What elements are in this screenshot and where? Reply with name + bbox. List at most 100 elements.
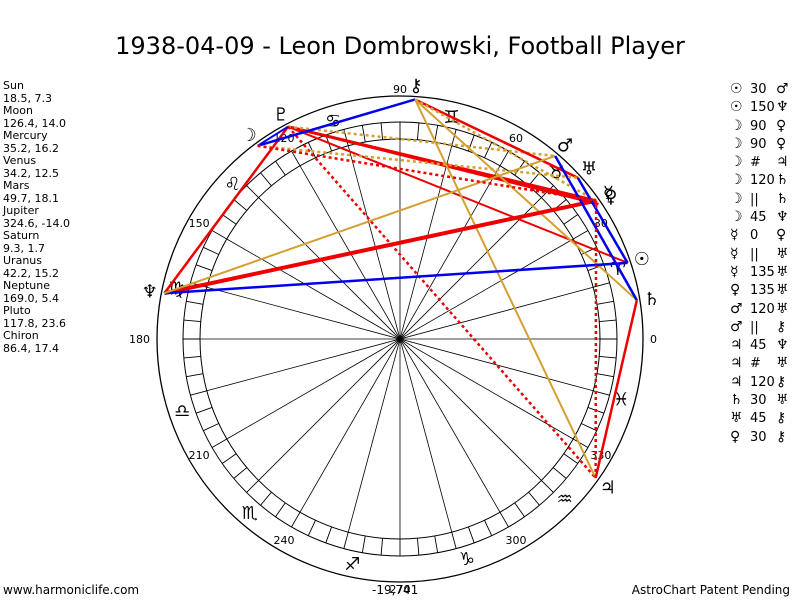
aspect-type: 120 <box>750 374 775 390</box>
aspect-row: ☿ 0 ♀ <box>730 226 789 244</box>
aspect-type: # <box>750 356 761 372</box>
degree-tick <box>361 535 366 553</box>
zodiac-sign-glyph: ♎ <box>174 401 190 422</box>
aspect-row: ♀ 30 ⚷ <box>730 428 789 446</box>
planet-coords: 117.8, 23.6 <box>3 316 66 330</box>
aspect-planet-1: ☿ <box>730 227 739 244</box>
aspect-row: ♅ 45 ⚷ <box>730 409 789 427</box>
planet-name: Mercury <box>3 129 48 142</box>
degree-tick <box>416 122 420 140</box>
planet-coords: 35.2, 16.2 <box>3 141 59 155</box>
aspect-type: || <box>750 319 759 335</box>
degree-tick <box>563 214 579 225</box>
saturn-icon: ♄ <box>644 289 660 310</box>
planet-coords: 18.5, 7.3 <box>3 91 52 105</box>
aspect-planet-1: ♄ <box>730 392 743 409</box>
degree-label: 0 <box>650 333 657 346</box>
aspect-type: 135 <box>750 283 775 299</box>
aspect-line <box>287 125 556 158</box>
planet-coords: 324.6, -14.0 <box>3 216 70 230</box>
aspect-planet-1: ☽ <box>730 172 743 189</box>
degree-tick <box>246 185 259 198</box>
degree-tick <box>186 373 204 378</box>
aspect-planet-1: ☽ <box>730 190 743 207</box>
degree-tick <box>541 480 554 493</box>
footer-website: www.harmoniclife.com <box>3 583 140 597</box>
aspect-planet-1: ☉ <box>730 81 743 97</box>
aspect-type: 30 <box>750 393 767 409</box>
aspect-type: 30 <box>750 429 767 445</box>
aspect-line <box>414 98 597 202</box>
degree-tick <box>183 319 201 323</box>
degree-tick <box>596 300 614 305</box>
aspect-type: 45 <box>750 210 767 226</box>
degree-tick <box>451 532 457 549</box>
degree-tick <box>203 423 219 432</box>
zodiac-sign-glyph: ♌ <box>224 174 240 195</box>
aspect-type: 120 <box>750 173 775 189</box>
aspect-planet-2: ♅ <box>776 392 789 409</box>
degree-tick <box>291 150 301 167</box>
degree-tick <box>183 355 201 359</box>
aspect-planet-2: ♆ <box>776 209 789 226</box>
mercury-icon: ☿ <box>603 183 614 204</box>
planet-name: Neptune <box>3 279 51 292</box>
planet-name: Mars <box>3 179 30 192</box>
planet-name: Jupiter <box>3 204 39 217</box>
zodiac-sign-glyph: ♐ <box>344 554 360 575</box>
degree-label: 300 <box>506 534 527 547</box>
chiron-icon: ⚷ <box>409 76 422 97</box>
degree-tick <box>233 199 248 211</box>
venus-icon: ♀ <box>604 187 617 208</box>
aspect-line <box>594 299 639 479</box>
aspect-planet-1: ☿ <box>730 245 739 262</box>
aspect-planet-2: ♆ <box>776 99 789 116</box>
aspect-row: ♂ || ⚷ <box>730 318 789 336</box>
planet-name: Chiron <box>3 329 39 342</box>
planet-name: Moon <box>3 104 33 117</box>
aspect-type: # <box>750 155 761 171</box>
degree-label: 90 <box>393 83 407 96</box>
degree-tick <box>380 122 384 140</box>
aspect-line <box>163 125 290 294</box>
degree-tick <box>593 282 610 288</box>
page-title: 1938-04-09 - Leon Dombrowski, Football P… <box>115 32 685 60</box>
degree-tick <box>599 319 617 323</box>
degree-tick <box>484 142 493 158</box>
aspect-type: 135 <box>750 264 775 280</box>
planet-coords: 34.2, 12.5 <box>3 166 59 180</box>
aspect-row: ♃ # ♅ <box>730 354 789 372</box>
mars-icon: ♂ <box>557 136 573 157</box>
degree-tick <box>563 453 579 464</box>
wheel-spoke <box>206 286 594 392</box>
aspect-row: ☽ 90 ♀ <box>730 117 789 135</box>
degree-tick <box>203 246 219 255</box>
degree-tick <box>434 535 439 553</box>
degree-tick <box>233 467 248 479</box>
aspect-line <box>257 125 289 147</box>
aspect-planet-2: ♅ <box>776 282 789 299</box>
zodiac-sign-glyphs: ♈♉♊♋♌♍♎♏♐♑♒♓ <box>169 107 629 575</box>
neptune-icon: ♆ <box>142 281 158 302</box>
degree-label: 150 <box>189 217 210 230</box>
sun-icon: ☉ <box>634 249 650 270</box>
aspect-list: ☉ 30 ♂ ☉ 150♆ ☽ 90 ♀ ☽ 90 ♀ ☽ # ♃ ☽ 120♄ ☽ || ♄ ☽ 45 ♆ ☿ 0 ♀ ☿ || ♅… <box>730 80 789 446</box>
degree-tick <box>514 502 525 518</box>
planet-coords: 9.3, 1.7 <box>3 241 45 255</box>
degree-tick <box>484 520 493 536</box>
aspect-planet-2: ♅ <box>776 263 789 280</box>
aspect-planet-1: ♅ <box>730 410 743 427</box>
planet-name: Sun <box>3 79 24 92</box>
planet-coords: 169.0, 5.4 <box>3 291 59 305</box>
planet-coords: 86.4, 17.4 <box>3 341 59 355</box>
aspect-line <box>164 155 556 295</box>
degree-tick <box>467 526 475 544</box>
aspect-planet-1: ☽ <box>730 209 743 226</box>
zodiac-sign-glyph: ♑ <box>459 549 475 570</box>
aspect-row: ☽ 45 ♆ <box>730 208 789 226</box>
aspect-planet-2: ⚷ <box>776 373 787 390</box>
aspect-planet-2: ♅ <box>776 245 789 262</box>
aspect-planet-2: ♅ <box>776 355 789 372</box>
aspect-line <box>257 98 416 148</box>
